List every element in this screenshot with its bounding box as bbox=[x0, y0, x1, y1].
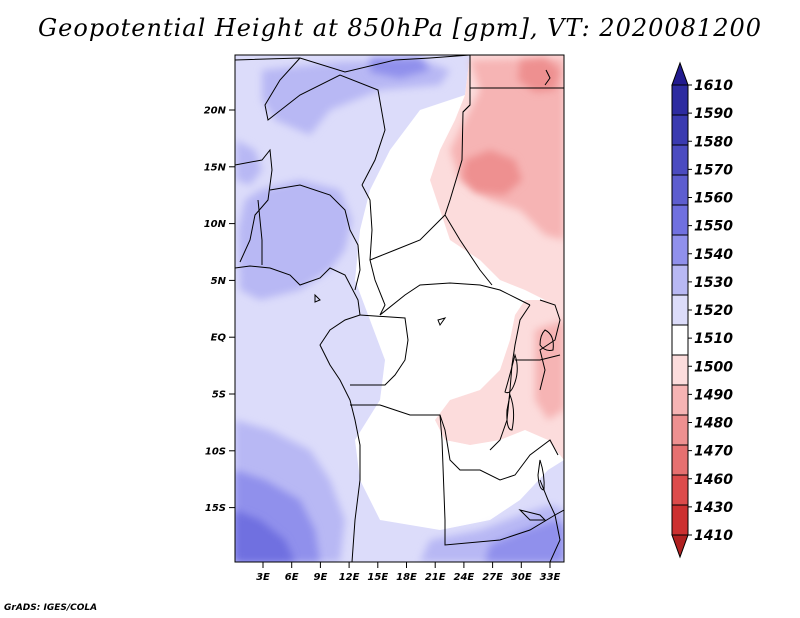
lon-tick-label: 24E bbox=[454, 572, 475, 583]
lat-tick-label: EQ bbox=[211, 333, 227, 344]
colorbar-segment bbox=[672, 115, 688, 145]
colorbar-segment bbox=[672, 475, 688, 505]
colorbar-label: 1490 bbox=[694, 387, 733, 403]
lon-tick-label: 15E bbox=[367, 572, 388, 583]
colorbar-top-arrow bbox=[672, 63, 688, 85]
colorbar-segment bbox=[672, 355, 688, 385]
plot-page: Geopotential Height at 850hPa [gpm], VT:… bbox=[0, 0, 800, 618]
colorbar-label: 1430 bbox=[694, 500, 733, 516]
colorbar: 1610 1590 1580 1570 1560 1550 1540 1530 1520 1510… bbox=[672, 63, 733, 557]
colorbar-label: 1480 bbox=[694, 416, 733, 432]
colorbar-segment bbox=[672, 235, 688, 265]
lat-tick-label: 10N bbox=[204, 219, 227, 230]
colorbar-label: 1580 bbox=[694, 134, 733, 150]
lat-tick-label: 5S bbox=[212, 390, 226, 401]
colorbar-segment bbox=[672, 505, 688, 535]
colorbar-segment bbox=[672, 325, 688, 355]
lat-tick-label: 5N bbox=[211, 276, 227, 287]
lon-tick-label: 33E bbox=[540, 572, 561, 583]
lon-tick-label: 6E bbox=[285, 572, 299, 583]
colorbar-label: 1570 bbox=[694, 162, 733, 178]
colorbar-segment bbox=[672, 385, 688, 415]
colorbar-label: 1560 bbox=[694, 191, 733, 207]
colorbar-label: 1540 bbox=[694, 247, 733, 263]
lon-tick-label: 30E bbox=[511, 572, 532, 583]
lon-tick-label: 3E bbox=[256, 572, 270, 583]
lat-tick-label: 10S bbox=[205, 446, 226, 457]
colorbar-segment bbox=[672, 205, 688, 235]
colorbar-segment bbox=[672, 85, 688, 115]
lon-tick-label: 9E bbox=[314, 572, 328, 583]
lat-tick-label: 20N bbox=[204, 106, 227, 117]
lon-tick-label: 18E bbox=[396, 572, 417, 583]
colorbar-label: 1530 bbox=[694, 275, 733, 291]
colorbar-segment bbox=[672, 445, 688, 475]
lat-tick-label: 15S bbox=[205, 503, 226, 514]
colorbar-label: 1520 bbox=[694, 303, 733, 319]
colorbar-label: 1610 bbox=[694, 78, 733, 94]
colorbar-label: 1410 bbox=[694, 528, 733, 544]
colorbar-bottom-arrow bbox=[672, 535, 688, 557]
colorbar-segment bbox=[672, 265, 688, 295]
colorbar-segment bbox=[672, 175, 688, 205]
colorbar-label: 1470 bbox=[694, 444, 733, 460]
colorbar-label: 1500 bbox=[694, 359, 733, 375]
lon-tick-label: 21E bbox=[425, 572, 446, 583]
lon-tick-label: 12E bbox=[339, 572, 360, 583]
map-figure: 20N 15N 10N 5N EQ 5S 10S 15S 3E 6E 9E 12E 15E 18E 21E… bbox=[0, 0, 800, 618]
colorbar-label: 1550 bbox=[694, 219, 733, 235]
height-field bbox=[235, 55, 564, 562]
footer-credit: GrADS: IGES/COLA bbox=[4, 603, 97, 613]
colorbar-segment bbox=[672, 145, 688, 175]
colorbar-segment bbox=[672, 415, 688, 445]
colorbar-segment bbox=[672, 295, 688, 325]
colorbar-label: 1460 bbox=[694, 472, 733, 488]
lon-tick-label: 27E bbox=[482, 572, 503, 583]
colorbar-label: 1590 bbox=[694, 106, 733, 122]
longitude-axis: 3E 6E 9E 12E 15E 18E 21E 24E 27E 30E 33E bbox=[256, 562, 560, 583]
latitude-axis: 20N 15N 10N 5N EQ 5S 10S 15S bbox=[204, 106, 235, 515]
colorbar-label: 1510 bbox=[694, 331, 733, 347]
lat-tick-label: 15N bbox=[204, 162, 227, 173]
